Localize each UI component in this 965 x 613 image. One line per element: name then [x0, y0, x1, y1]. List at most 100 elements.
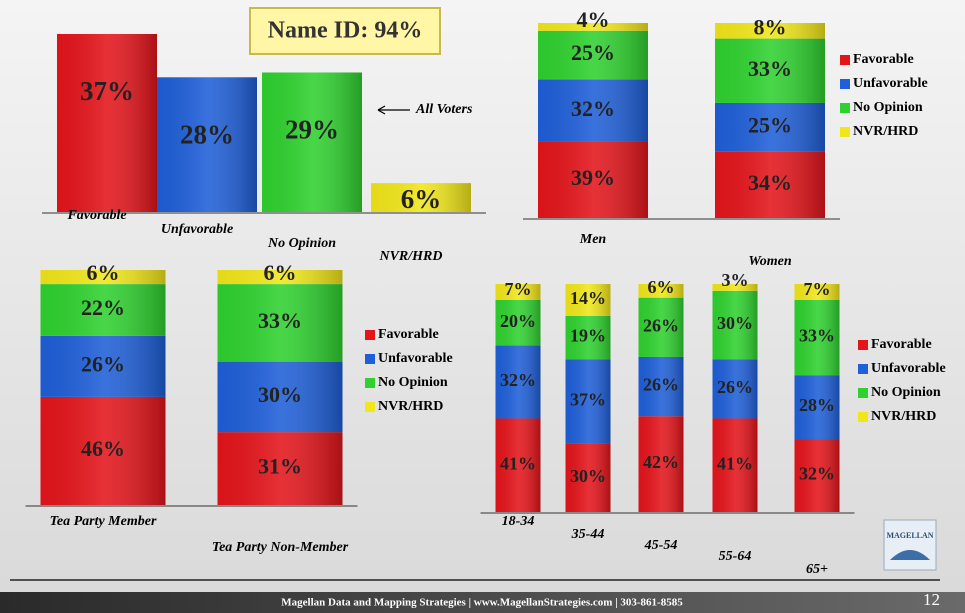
legend-label: NVR/HRD: [871, 409, 936, 424]
legend-swatch: [840, 127, 850, 137]
bar-shade: [495, 299, 541, 346]
bar-shade: [40, 270, 166, 285]
footer-bar: [0, 592, 965, 613]
data-label: 26%: [81, 351, 125, 376]
bar-shade: [538, 30, 648, 80]
bar-shade: [217, 361, 343, 433]
data-label: 19%: [570, 326, 606, 346]
bar-shade: [565, 443, 611, 512]
data-label: 32%: [500, 370, 536, 390]
legend-label: Favorable: [378, 327, 439, 342]
bar-shade: [495, 284, 541, 300]
bar-shade: [157, 77, 257, 212]
x-tick-label: Men: [579, 232, 607, 247]
legend-label: No Opinion: [871, 385, 941, 400]
bar-shade: [794, 299, 840, 376]
bar-shade: [217, 284, 343, 362]
data-label: 4%: [577, 7, 610, 32]
data-label: 25%: [748, 112, 792, 137]
data-label: 33%: [258, 308, 302, 333]
legend-swatch: [858, 364, 868, 374]
arrow-head: [377, 105, 386, 115]
data-label: 7%: [804, 279, 831, 299]
legend-swatch: [365, 354, 375, 364]
x-tick-label: Favorable: [66, 208, 126, 223]
page-number: 12: [923, 590, 940, 609]
data-label: 46%: [81, 436, 125, 461]
bar-shade: [715, 23, 825, 39]
x-tick-label: Tea Party Member: [50, 514, 157, 529]
bar-shade: [712, 418, 758, 512]
data-label: 34%: [748, 170, 792, 195]
bar-shade: [712, 359, 758, 419]
data-label: 30%: [570, 466, 606, 486]
legend-swatch: [840, 79, 850, 89]
bar-shade: [638, 356, 684, 417]
legend-swatch: [858, 340, 868, 350]
logo-box: [883, 519, 937, 571]
bar-shade: [217, 432, 343, 505]
data-label: 37%: [570, 390, 606, 410]
legend-swatch: [840, 55, 850, 65]
x-tick-label: No Opinion: [267, 236, 336, 251]
bar-shade: [712, 290, 758, 360]
data-label: 22%: [81, 295, 125, 320]
data-label: 29%: [285, 115, 339, 145]
x-tick-label: NVR/HRD: [378, 249, 442, 264]
data-label: 14%: [570, 288, 606, 308]
bar-shade: [495, 418, 541, 512]
bar-shade: [538, 23, 648, 31]
annotation: Name ID: 94%: [268, 18, 423, 44]
data-label: 6%: [264, 260, 297, 285]
x-tick-label: Tea Party Non-Member: [212, 540, 349, 555]
legend-label: NVR/HRD: [853, 124, 918, 139]
data-label: 42%: [643, 452, 679, 472]
bar-shade: [40, 335, 166, 397]
bar-shade: [715, 151, 825, 218]
bar-shade: [638, 416, 684, 512]
footer-text: Magellan Data and Mapping Strategies | w…: [281, 597, 683, 609]
bar-shade: [371, 183, 471, 212]
x-tick-label: Women: [748, 254, 792, 269]
bar-shade: [794, 284, 840, 300]
bar-shade: [638, 284, 684, 298]
bar-shade: [638, 297, 684, 357]
data-label: 30%: [258, 382, 302, 407]
data-label: 7%: [505, 279, 532, 299]
data-label: 32%: [799, 464, 835, 484]
data-label: 32%: [571, 96, 615, 121]
bar-shade: [538, 79, 648, 142]
data-label: 6%: [87, 260, 120, 285]
data-label: 33%: [799, 326, 835, 346]
bar-shade: [538, 141, 648, 218]
bar-shade: [565, 315, 611, 360]
annotation: All Voters: [415, 102, 473, 117]
data-label: 31%: [258, 454, 302, 479]
bar-shade: [40, 396, 166, 505]
annotation-box: [249, 7, 441, 55]
bar-shade: [715, 38, 825, 103]
bar-shade: [712, 284, 758, 291]
bar-shade: [794, 439, 840, 512]
legend-label: Unfavorable: [871, 361, 946, 376]
data-label: 30%: [717, 313, 753, 333]
x-tick-label: 65+: [806, 562, 828, 577]
data-label: 37%: [80, 76, 134, 106]
bar-shade: [40, 284, 166, 336]
bar-shade: [565, 359, 611, 444]
legend-label: No Opinion: [378, 375, 448, 390]
legend-swatch: [858, 412, 868, 422]
bar-shade: [262, 72, 362, 213]
logo-globe: [890, 550, 930, 560]
legend-swatch: [858, 388, 868, 398]
x-tick-label: 35-44: [571, 527, 605, 542]
data-label: 26%: [717, 377, 753, 397]
data-label: 33%: [748, 56, 792, 81]
x-tick-label: 45-54: [644, 538, 678, 553]
data-label: 41%: [500, 453, 536, 473]
data-label: 3%: [722, 270, 749, 290]
legend-label: Favorable: [853, 52, 914, 67]
legend-swatch: [365, 402, 375, 412]
